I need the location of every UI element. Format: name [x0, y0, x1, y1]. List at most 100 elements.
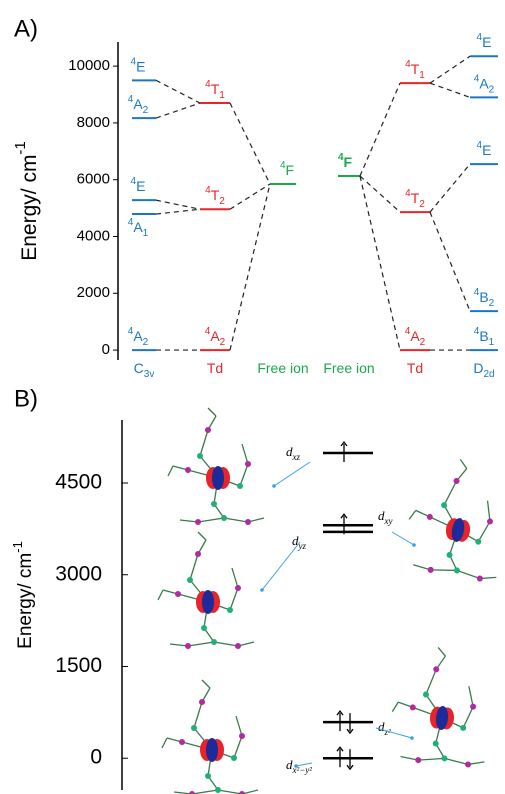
correlation-line [156, 80, 200, 103]
label-base: D [473, 360, 483, 376]
bond [431, 566, 457, 574]
y-tick-label: 4500 [55, 471, 102, 494]
bond [198, 518, 224, 522]
molecule [388, 644, 494, 769]
bond [158, 590, 163, 600]
pointer-head [412, 543, 416, 547]
molecule [162, 680, 258, 794]
label-base: C [134, 360, 144, 376]
orbital-label: dyz [292, 533, 306, 551]
label-base: Free ion [257, 360, 308, 376]
label-base: Energy/ cm [15, 553, 36, 649]
atom [415, 757, 422, 764]
level-label: 4B1 [474, 326, 495, 348]
orbital-label: dxy [378, 508, 393, 526]
orbital-lobe [206, 738, 218, 762]
bond [190, 554, 198, 580]
subscript: 2 [420, 337, 426, 348]
label-base: Td [407, 360, 423, 376]
column-label: Free ion [257, 360, 308, 376]
atom [427, 566, 434, 573]
atom [221, 515, 227, 521]
bond [444, 480, 456, 507]
bond [409, 509, 416, 520]
level-label: 4T1 [205, 79, 225, 101]
atom [205, 427, 211, 433]
molecule [168, 408, 264, 525]
atom [199, 699, 205, 705]
correlation-line [156, 103, 200, 118]
bond [426, 669, 436, 696]
correlation-line [230, 184, 270, 209]
atom [195, 551, 201, 557]
subscript: 2 [489, 85, 495, 96]
level-label: 4T2 [405, 188, 425, 210]
subscript: xy [384, 516, 393, 526]
atom [205, 773, 211, 779]
atom [215, 787, 221, 793]
atom [453, 567, 460, 574]
bond [456, 570, 480, 578]
correlation-line [430, 56, 470, 83]
bond [218, 790, 242, 794]
level-label: 4T2 [205, 185, 225, 207]
level-label: 4A2 [474, 74, 495, 96]
atom [235, 643, 241, 649]
atom [460, 725, 467, 732]
correlation-line [360, 176, 400, 350]
subscript: yz [298, 541, 307, 551]
atom [231, 755, 237, 761]
bond [484, 501, 493, 522]
superscript: -1 [12, 141, 29, 154]
atom [441, 755, 448, 762]
correlation-line [230, 184, 270, 350]
level-label: 4F [280, 160, 294, 178]
subscript: 2 [419, 199, 425, 210]
y-tick-label: 1500 [55, 654, 102, 677]
bond [192, 790, 218, 794]
level-label: 4E [477, 32, 492, 50]
bond [437, 647, 446, 656]
bond [463, 706, 473, 729]
correlation-line [360, 83, 400, 176]
label-base: Td [207, 360, 223, 376]
orbital-label: dxz [286, 444, 300, 462]
label-base: E [482, 34, 491, 50]
y-tick-label: 10000 [68, 57, 110, 74]
label-base: E [136, 178, 145, 194]
bond [230, 588, 238, 610]
y-tick-label: 8000 [77, 114, 110, 131]
atom [470, 703, 477, 710]
orbital-lobe [212, 466, 224, 490]
label-base: F [286, 162, 295, 178]
bond [418, 756, 444, 762]
atom [201, 625, 207, 631]
subscript: 2d [484, 369, 495, 380]
column-label: Td [207, 360, 223, 376]
pointer [392, 532, 414, 545]
subscript: 1 [419, 70, 425, 81]
bond [168, 466, 173, 476]
bond [188, 642, 214, 646]
level-label: 4A1 [128, 217, 149, 239]
bond [467, 686, 475, 706]
pointer-head [260, 588, 264, 592]
pointer [262, 542, 300, 590]
correlation-line [430, 164, 470, 212]
atom [245, 461, 251, 467]
atom [239, 733, 245, 739]
column-label: C3v [134, 360, 155, 380]
level-label: 4E [131, 56, 146, 74]
bond [202, 680, 210, 688]
label-base: Free ion [323, 360, 374, 376]
level-label: 4B2 [474, 287, 495, 309]
molecule [158, 532, 254, 649]
bond [214, 642, 238, 646]
level-label: 4F [338, 152, 353, 170]
panel-label: B) [14, 385, 38, 412]
bond [198, 532, 206, 540]
label-base: B [479, 328, 488, 344]
atom [410, 704, 417, 711]
y-tick-label: 6000 [77, 171, 110, 188]
bond [162, 738, 167, 748]
